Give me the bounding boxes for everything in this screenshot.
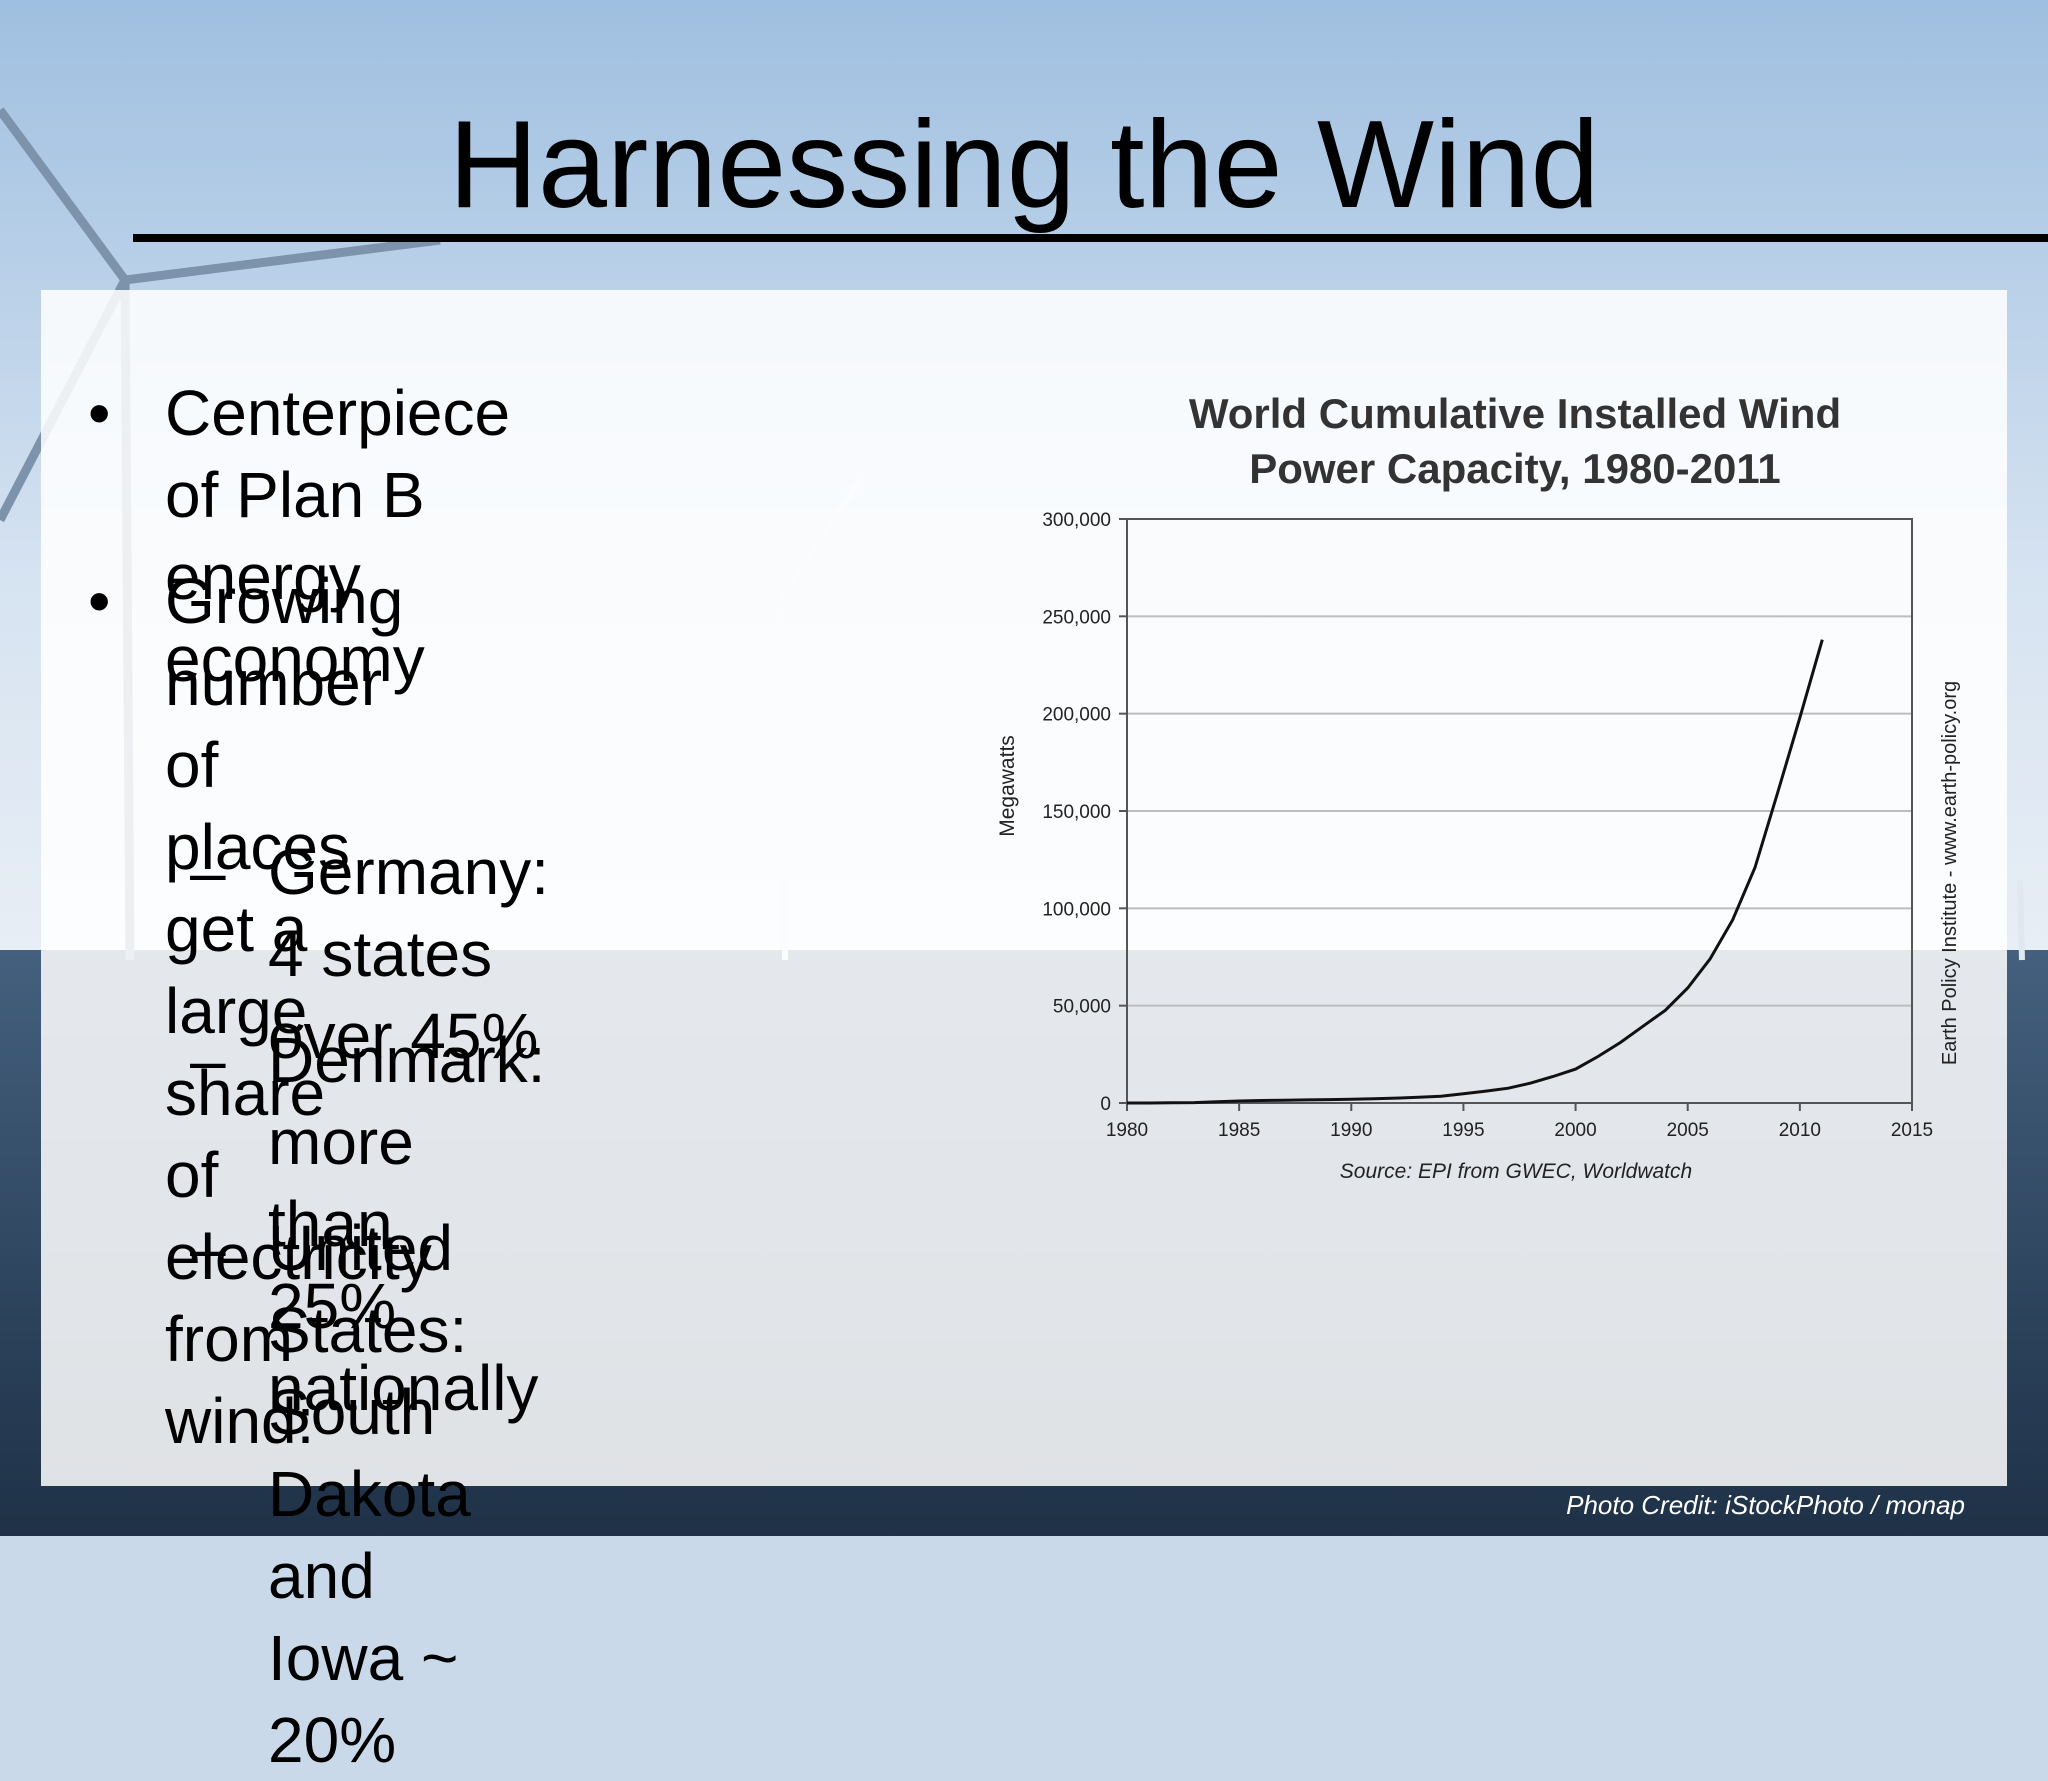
chart-title: World Cumulative Installed Wind Power Ca…	[1188, 390, 1842, 492]
x-tick-label: 2000	[1554, 1120, 1596, 1141]
bullet-dot: •	[88, 377, 111, 449]
y-tick-label: 200,000	[1042, 705, 1111, 726]
subbullet-dash: –	[190, 836, 226, 908]
y-tick-label: 100,000	[1042, 899, 1111, 920]
title-underline	[133, 234, 2048, 242]
x-tick-label: 1985	[1218, 1120, 1260, 1141]
source-side-note: Earth Policy Institute - www.earth-polic…	[1939, 681, 1961, 1065]
y-tick-label: 0	[1100, 1094, 1111, 1115]
x-tick-label: 1990	[1330, 1120, 1372, 1141]
x-tick-label: 2015	[1891, 1120, 1933, 1141]
wind-capacity-chart: 0 50,000 100,000 150,000 200,000 250,000 300,0…	[996, 510, 1961, 1183]
x-tick-labels: 1980 1985 1990 1995 2000 2005 2010 2015	[1106, 1103, 1933, 1141]
x-tick-label: 2010	[1779, 1120, 1821, 1141]
bullet-dot: •	[88, 565, 111, 637]
slide-title: Harnessing the Wind	[448, 96, 1600, 234]
x-tick-label: 1995	[1442, 1120, 1484, 1141]
subbullet-text: Germany: 4 states over 45%	[268, 836, 549, 1072]
x-tick-label: 2005	[1667, 1120, 1709, 1141]
y-tick-label: 150,000	[1042, 802, 1111, 823]
capacity-series-line	[1127, 639, 1824, 1105]
subbullet-text: Denmark: more than 25% nationally	[268, 1024, 546, 1424]
subbullet-dash: –	[190, 1024, 226, 1096]
y-axis-label: Megawatts	[996, 735, 1019, 837]
y-tick-label: 250,000	[1042, 607, 1111, 628]
y-tick-label: 300,000	[1042, 510, 1111, 531]
subbullet-dash: –	[190, 1212, 226, 1284]
photo-credit: Photo Credit: iStockPhoto / monap	[1566, 1490, 1965, 1520]
y-tick-label: 50,000	[1053, 997, 1111, 1018]
chart-gridlines	[1127, 615, 1912, 1007]
chart-source: Source: EPI from GWEC, Worldwatch	[1340, 1160, 1692, 1183]
x-tick-label: 1980	[1106, 1120, 1148, 1141]
content-panel	[41, 290, 2007, 1486]
bullet-text: Growing number of places get a large sha…	[165, 565, 432, 1457]
y-tick-labels: 0 50,000 100,000 150,000 200,000 250,000 300,0…	[1042, 510, 1127, 1115]
bullet-text: Centerpiece of Plan B energy economy	[165, 377, 511, 695]
